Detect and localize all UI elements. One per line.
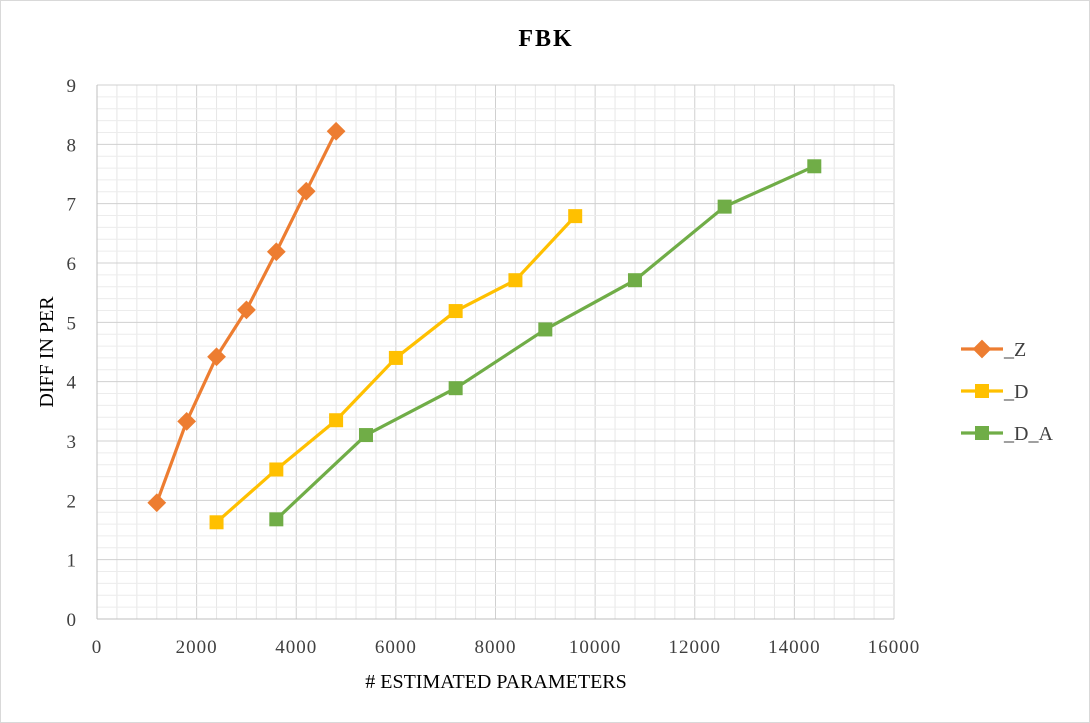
x-tick-label: 10000 [569, 637, 622, 658]
data-point-z [177, 412, 197, 431]
data-point-z [326, 121, 346, 141]
x-tick-label: 12000 [669, 637, 722, 658]
chart-title: FBK [518, 26, 573, 52]
series-d [209, 209, 583, 530]
y-tick-label: 1 [67, 551, 78, 572]
legend-marker-z [972, 339, 992, 359]
x-tick-label: 6000 [375, 637, 417, 658]
data-point-d [508, 273, 523, 288]
x-axis-ticks: 0 2000 4000 6000 8000 10000 12000 14000 16000 [92, 637, 921, 658]
data-point-da [538, 322, 553, 337]
legend-item-z: _Z [961, 339, 1026, 361]
data-point-da [358, 428, 373, 443]
y-tick-label: 4 [67, 373, 78, 394]
data-point-d [329, 413, 344, 428]
series-da [269, 159, 822, 527]
data-point-z [296, 181, 316, 201]
data-point-da [627, 273, 642, 288]
series-line-da [274, 164, 816, 521]
x-tick-label: 4000 [275, 637, 317, 658]
y-tick-label: 2 [67, 491, 78, 512]
data-point-z [266, 242, 286, 262]
legend-marker-da [975, 426, 989, 440]
y-axis-ticks: 0 1 2 3 4 5 6 7 8 9 [67, 76, 78, 631]
y-tick-label: 7 [67, 195, 78, 216]
y-tick-label: 8 [67, 135, 78, 156]
x-tick-label: 0 [92, 637, 103, 658]
data-point-d [388, 350, 403, 365]
data-point-da [448, 381, 463, 396]
y-tick-label: 9 [67, 76, 78, 97]
legend-label-d: _D [1003, 381, 1028, 403]
data-point-d [568, 209, 583, 224]
x-tick-label: 16000 [868, 637, 921, 658]
y-tick-label: 0 [67, 610, 78, 631]
series-z [147, 121, 346, 513]
data-point-z [147, 493, 167, 513]
legend-marker-d [975, 384, 989, 398]
y-tick-label: 3 [67, 432, 78, 453]
legend-label-z: _Z [1003, 339, 1026, 361]
legend-label-da: _D_A [1003, 423, 1053, 445]
data-point-da [269, 512, 284, 527]
data-point-d [448, 304, 463, 319]
data-point-z [207, 347, 226, 367]
legend-item-da: _D_A [961, 423, 1053, 445]
data-point-da [717, 199, 732, 214]
x-tick-label: 8000 [475, 637, 517, 658]
legend-item-d: _D [961, 381, 1028, 403]
data-point-z [237, 300, 256, 320]
x-tick-label: 2000 [176, 637, 218, 658]
legend: _Z _D _D_A [961, 339, 1053, 445]
y-tick-label: 5 [67, 313, 78, 334]
series-layer [147, 121, 822, 530]
data-point-d [269, 462, 284, 477]
y-axis-label: DIFF IN PER [36, 296, 58, 408]
data-point-da [807, 159, 822, 174]
x-tick-label: 14000 [768, 637, 821, 658]
y-tick-label: 6 [67, 254, 78, 275]
x-axis-label: # ESTIMATED PARAMETERS [365, 671, 627, 693]
data-point-d [209, 515, 224, 530]
